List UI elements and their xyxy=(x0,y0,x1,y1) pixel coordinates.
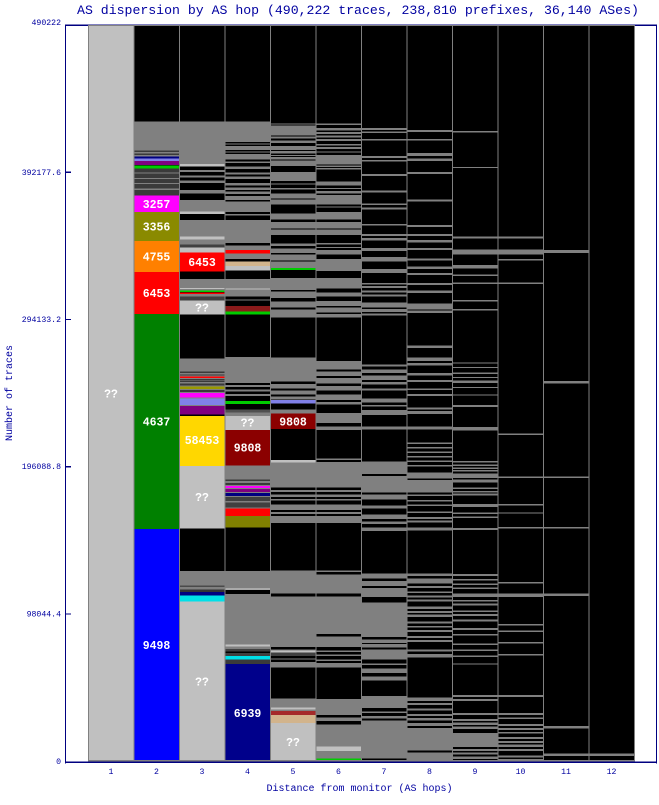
svg-text:7: 7 xyxy=(382,768,387,777)
svg-text:??: ?? xyxy=(195,492,209,505)
svg-text:9: 9 xyxy=(473,768,478,777)
svg-text:11: 11 xyxy=(561,768,571,777)
svg-text:Distance from monitor (AS hops: Distance from monitor (AS hops) xyxy=(266,783,452,795)
svg-text:??: ?? xyxy=(241,418,255,431)
svg-text:0: 0 xyxy=(56,758,61,767)
svg-text:4637: 4637 xyxy=(143,417,171,430)
svg-text:8: 8 xyxy=(427,768,432,777)
svg-text:490222: 490222 xyxy=(32,19,62,28)
svg-text:98044.4: 98044.4 xyxy=(27,610,61,619)
svg-text:4755: 4755 xyxy=(143,252,171,265)
svg-text:3257: 3257 xyxy=(143,199,171,212)
svg-text:2: 2 xyxy=(154,768,159,777)
svg-text:6: 6 xyxy=(336,768,341,777)
svg-text:9498: 9498 xyxy=(143,640,171,653)
svg-text:58453: 58453 xyxy=(185,435,220,448)
svg-text:4: 4 xyxy=(245,768,250,777)
svg-text:9808: 9808 xyxy=(234,442,262,455)
svg-text:1: 1 xyxy=(109,768,114,777)
svg-text:10: 10 xyxy=(516,768,526,777)
svg-text:3: 3 xyxy=(200,768,205,777)
svg-text:??: ?? xyxy=(286,737,300,750)
svg-text:6939: 6939 xyxy=(234,708,262,721)
svg-text:??: ?? xyxy=(104,388,118,401)
svg-text:??: ?? xyxy=(195,303,209,316)
svg-text:392177.6: 392177.6 xyxy=(22,169,61,178)
svg-text:Number of traces: Number of traces xyxy=(4,345,16,441)
svg-text:??: ?? xyxy=(195,677,209,690)
svg-text:12: 12 xyxy=(607,768,617,777)
svg-text:294133.2: 294133.2 xyxy=(22,316,61,325)
svg-text:5: 5 xyxy=(291,768,296,777)
svg-text:6453: 6453 xyxy=(143,288,171,301)
svg-text:9808: 9808 xyxy=(279,417,307,430)
svg-text:3356: 3356 xyxy=(143,221,171,234)
svg-text:AS dispersion by AS hop (490,2: AS dispersion by AS hop (490,222 traces,… xyxy=(77,3,639,18)
svg-text:6453: 6453 xyxy=(188,257,216,270)
svg-text:196088.8: 196088.8 xyxy=(22,463,61,472)
